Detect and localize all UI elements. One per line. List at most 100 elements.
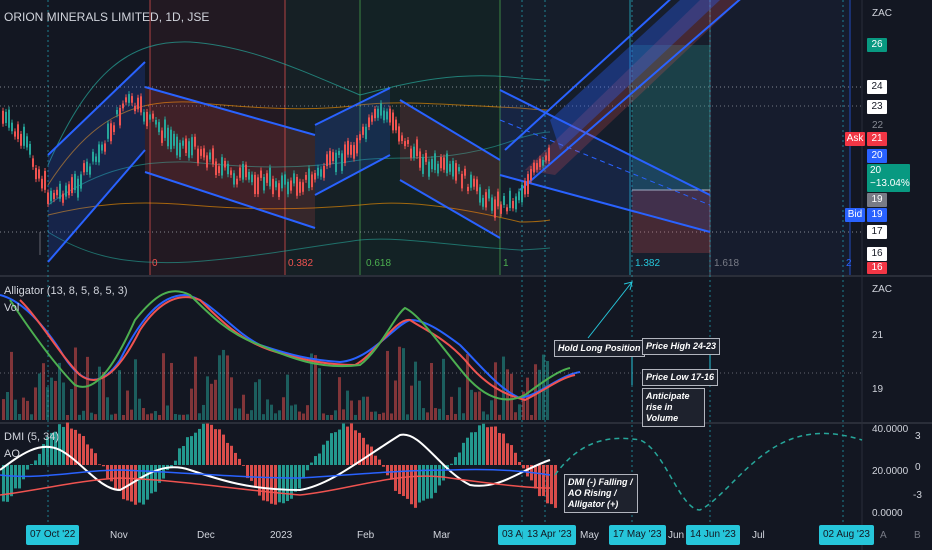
volume-bar — [418, 380, 421, 420]
projected-channel-red[interactable] — [525, 0, 740, 175]
ao-bar — [478, 425, 481, 465]
candle-body — [233, 173, 235, 185]
channel-3-lower[interactable] — [314, 154, 391, 196]
ao-bar — [142, 465, 145, 505]
last-price-tag: 20 −13.04% — [867, 164, 910, 192]
dmi-minus[interactable] — [0, 475, 551, 496]
osc-axis-left-40: 40.0000 — [872, 424, 909, 435]
price-label-ask: 21 — [867, 132, 887, 146]
ao-bar — [434, 465, 437, 493]
channel-3-upper[interactable] — [314, 87, 391, 126]
candle-body — [521, 184, 523, 203]
ao-bar — [454, 457, 457, 465]
ao-bar — [554, 465, 557, 508]
candle-body — [245, 164, 247, 178]
volume-bar — [446, 414, 449, 420]
candle-body — [488, 189, 490, 199]
ao-bar — [534, 465, 537, 489]
dmi-plus[interactable] — [0, 468, 551, 479]
candlestick-series[interactable] — [2, 91, 550, 221]
projected-channel-blue[interactable] — [550, 0, 720, 150]
candle-body — [146, 111, 148, 127]
candle-body — [209, 152, 211, 160]
auto-scale-button[interactable]: A — [880, 530, 887, 541]
note-dmi[interactable]: DMI (-) Falling / AO Rising / Alligator … — [564, 474, 638, 513]
volume-bar — [118, 370, 121, 420]
candle-body — [365, 126, 367, 140]
long-position-target[interactable] — [632, 45, 710, 190]
candle-body — [473, 178, 475, 187]
time-label-feb: Feb — [357, 530, 375, 541]
candle-body — [467, 186, 469, 192]
volume-bar — [426, 412, 429, 420]
price-label-bid: 19 — [867, 208, 887, 222]
channel-2-lower[interactable] — [144, 171, 316, 229]
alligator-title[interactable]: Alligator (13, 8, 5, 8, 5, 3) — [4, 285, 128, 297]
dmi-title[interactable]: DMI (5, 34) — [4, 431, 60, 443]
price-change: −13.04% — [870, 178, 910, 189]
price-label-26: 26 — [867, 38, 887, 52]
channel-1-upper[interactable] — [47, 61, 146, 156]
candle-body — [128, 94, 130, 103]
note-price-high[interactable]: Price High 24-23 — [642, 338, 721, 355]
alligator-axis-19: 19 — [872, 384, 884, 395]
candle-body — [242, 163, 244, 180]
volume-bar — [406, 414, 409, 420]
channel-5-lower[interactable] — [499, 174, 711, 233]
candle-body — [281, 175, 283, 189]
candle-body — [308, 168, 310, 189]
projected-channel-lower[interactable] — [519, 0, 745, 191]
candle-body — [23, 126, 25, 146]
ao-bar — [78, 433, 81, 465]
candle-body — [221, 157, 223, 176]
alligator-lips[interactable] — [9, 290, 571, 401]
note-price-low[interactable]: Price Low 17-16 — [642, 369, 719, 386]
ao-bar — [158, 465, 161, 483]
channel-2-upper[interactable] — [144, 86, 316, 136]
projected-channel-upper[interactable] — [504, 0, 675, 151]
ao-bar — [234, 452, 237, 465]
channel-5[interactable] — [500, 90, 710, 232]
volume-bar — [346, 390, 349, 420]
volume-bar — [474, 392, 477, 420]
candle-body — [356, 138, 358, 154]
volume-bar — [486, 414, 489, 420]
ao-bar — [550, 465, 553, 505]
candle-body — [518, 191, 520, 201]
volume-title[interactable]: Vol — [4, 302, 20, 314]
candle-body — [197, 148, 199, 164]
ao-title[interactable]: AO — [4, 448, 20, 460]
volume-bar — [154, 411, 157, 420]
volume-bar — [258, 379, 261, 420]
channel-3[interactable] — [315, 88, 390, 195]
volume-bar — [214, 379, 217, 420]
channel-5-upper[interactable] — [499, 89, 711, 196]
ao-bar — [326, 440, 329, 465]
candle-body — [416, 139, 418, 157]
channel-1-lower[interactable] — [47, 149, 146, 263]
volume-bar — [166, 405, 169, 420]
fib-label-1: 1 — [503, 258, 509, 269]
volume-bar — [302, 413, 305, 420]
channel-5-mid — [499, 119, 711, 206]
price-label-16: 16 — [867, 247, 887, 261]
candle-body — [158, 122, 160, 133]
note-volume[interactable]: Anticipate rise in Volume — [642, 388, 705, 427]
candle-body — [404, 141, 406, 147]
alligator-teeth[interactable] — [19, 296, 576, 402]
note-hold-position[interactable]: Hold Long Position — [554, 340, 645, 357]
volume-bar — [438, 408, 441, 420]
volume-bar — [54, 380, 57, 420]
channel-4-upper[interactable] — [399, 99, 501, 161]
time-label-jun14: 14 Jun '23 — [686, 525, 740, 545]
candle-body — [431, 159, 433, 170]
ao-bar — [418, 465, 421, 503]
volume-bar — [178, 414, 181, 420]
candle-body — [56, 189, 58, 196]
channel-4-lower[interactable] — [399, 179, 501, 239]
log-scale-button[interactable]: B — [914, 530, 921, 541]
volume-bar — [394, 380, 397, 420]
osc-axis-right-neg3: -3 — [913, 490, 922, 501]
